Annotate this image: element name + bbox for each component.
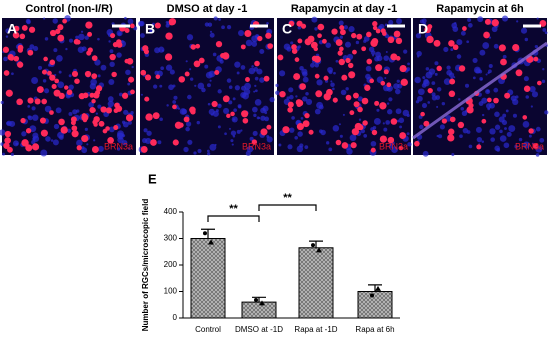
error-bar <box>368 284 382 292</box>
panel-title: DMSO at day -1 <box>167 3 248 15</box>
panel-letter: B <box>145 21 155 37</box>
x-tick-label: Rapa at 6h <box>355 325 394 334</box>
y-tick-label: 200 <box>164 260 178 269</box>
data-point <box>316 247 322 253</box>
x-tick-label: Rapa at -1D <box>294 325 337 334</box>
stain-label: BRN3a <box>104 141 133 151</box>
data-point <box>203 231 207 236</box>
data-point <box>254 297 258 302</box>
bar <box>298 247 334 319</box>
bar <box>190 238 226 319</box>
panel-letter: E <box>148 171 157 186</box>
panel-title: Rapamycin at 6h <box>436 3 524 15</box>
data-point <box>208 239 214 245</box>
stain-label: BRN3a <box>515 141 544 151</box>
y-tick-label: 300 <box>164 234 178 243</box>
micrograph <box>275 16 412 156</box>
x-tick-label: DMSO at -1D <box>235 325 283 334</box>
y-axis-label: Number of RGCs/microscopic field <box>141 199 150 332</box>
error-bar <box>252 296 266 303</box>
stain-label: BRN3a <box>242 141 271 151</box>
panel-title: Control (non-I/R) <box>25 3 113 15</box>
data-point <box>311 243 315 248</box>
error-bar <box>201 228 215 239</box>
bar <box>241 301 277 319</box>
significance-label: ** <box>283 192 292 204</box>
y-tick-label: 100 <box>164 287 178 296</box>
bar <box>357 291 393 319</box>
micrograph <box>412 15 549 157</box>
micrograph <box>0 15 138 157</box>
data-point <box>259 300 265 306</box>
data-point <box>370 293 374 298</box>
panel-title: Rapamycin at day -1 <box>291 3 397 15</box>
panel-letter: A <box>7 21 17 37</box>
panel-letter: C <box>282 21 292 37</box>
significance-bracket <box>258 204 317 211</box>
x-tick-label: Control <box>195 325 221 334</box>
y-tick-label: 0 <box>173 313 178 322</box>
panel-letter: D <box>418 21 428 37</box>
y-tick-label: 400 <box>164 207 178 216</box>
data-point <box>375 285 381 291</box>
significance-label: ** <box>229 203 238 215</box>
micrograph <box>138 16 275 156</box>
error-bar <box>309 240 323 248</box>
stain-label: BRN3a <box>379 141 408 151</box>
significance-bracket <box>207 215 260 222</box>
